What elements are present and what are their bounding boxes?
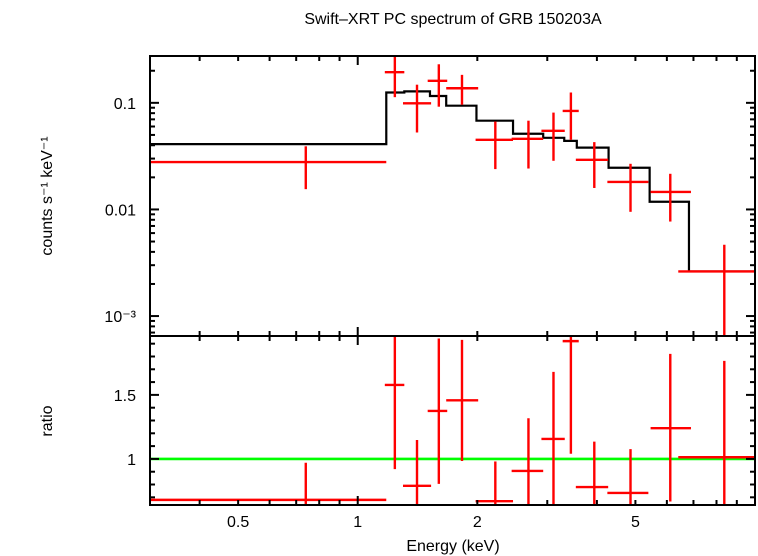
ratio-y-tick-label: 1 <box>127 452 136 469</box>
x-tick-label: 2 <box>473 514 482 531</box>
model-histogram <box>150 90 755 273</box>
x-tick-label: 5 <box>631 514 640 531</box>
x-tick-label: 0.5 <box>227 514 249 531</box>
x-axis-label: Energy (keV) <box>406 538 499 555</box>
y-tick-label: 10⁻³ <box>104 309 136 326</box>
ratio-frame <box>149 335 756 506</box>
x-tick-label: 1 <box>353 514 362 531</box>
ratio-y-tick-label: 1.5 <box>114 388 136 405</box>
axes: 0.5 1 2 5 0.1 0.01 10⁻³ 1.5 1 <box>104 55 756 531</box>
y-tick-label: 0.1 <box>114 96 136 113</box>
spectrum-frame <box>149 55 756 337</box>
ratio-plot-area <box>150 336 755 505</box>
y-tick-label: 0.01 <box>105 202 136 219</box>
ratio-panel <box>150 336 755 505</box>
chart-title: Swift–XRT PC spectrum of GRB 150203A <box>304 11 602 28</box>
y-axis-label-spectrum: counts s⁻¹ keV⁻¹ <box>39 136 56 255</box>
spectrum-panel <box>150 56 755 336</box>
y-axis-label-ratio: ratio <box>39 405 56 436</box>
spectrum-plot-area <box>150 56 755 336</box>
